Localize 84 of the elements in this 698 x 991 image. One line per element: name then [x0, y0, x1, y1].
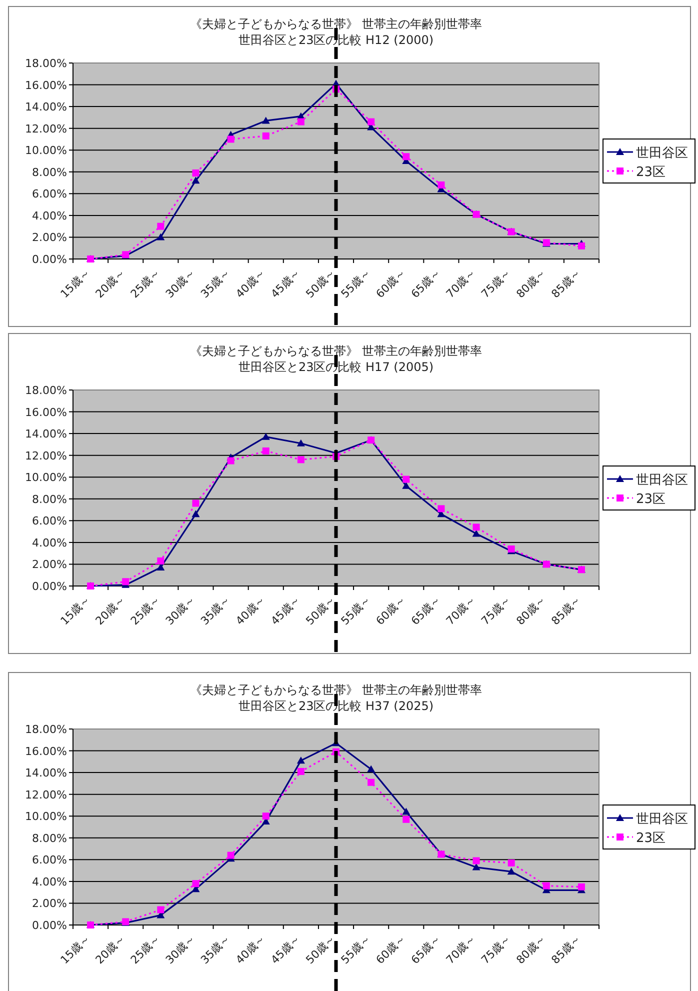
y-tick-label: 10.00% [25, 144, 67, 158]
y-tick-label: 12.00% [25, 122, 67, 136]
x-tick-label: 40歳～ [233, 932, 268, 967]
x-tick-label: 70歳～ [444, 592, 478, 628]
x-tick-label: 40歳～ [233, 592, 268, 628]
x-tick-label: 35歳～ [198, 592, 233, 628]
y-tick-label: 12.00% [25, 788, 67, 802]
x-tick-label: 85歳～ [548, 266, 584, 301]
x-tick-label: 30歳～ [163, 266, 198, 301]
y-tick-label: 2.00% [32, 558, 67, 572]
y-tick-label: 18.00% [25, 384, 67, 397]
chart-title: 《夫婦と子どもからなる世帯》 世帯主の年齢別世帯率 [190, 344, 482, 358]
x-tick-label: 85歳～ [548, 592, 584, 628]
y-tick-label: 0.00% [32, 580, 67, 593]
y-tick-label: 0.00% [32, 253, 67, 266]
x-tick-label: 15歳～ [58, 592, 93, 628]
y-tick-label: 14.00% [25, 100, 67, 114]
x-tick-label: 35歳～ [198, 932, 233, 967]
x-tick-label: 85歳～ [548, 932, 584, 967]
x-tick-label: 25歳～ [128, 592, 163, 628]
legend-label: 23区 [636, 165, 666, 180]
x-tick-label: 75歳～ [478, 266, 514, 301]
y-tick-label: 16.00% [25, 78, 67, 92]
y-tick-label: 10.00% [25, 810, 67, 824]
x-tick-label: 20歳～ [93, 266, 128, 301]
y-tick-label: 10.00% [25, 471, 67, 484]
y-tick-label: 16.00% [25, 744, 67, 758]
x-tick-label: 65歳～ [408, 592, 444, 628]
x-tick-label: 45歳～ [268, 266, 304, 301]
y-tick-label: 8.00% [32, 492, 67, 506]
y-tick-label: 14.00% [25, 766, 67, 780]
legend-label: 23区 [636, 831, 666, 846]
y-tick-label: 6.00% [32, 514, 67, 528]
y-tick-label: 18.00% [25, 723, 67, 736]
x-tick-label: 20歳～ [93, 592, 128, 628]
x-tick-label: 60歳～ [374, 266, 408, 301]
legend-label: 世田谷区 [636, 473, 688, 488]
y-tick-label: 2.00% [32, 231, 67, 244]
x-tick-label: 70歳～ [444, 932, 478, 967]
y-tick-label: 8.00% [32, 166, 67, 179]
x-tick-label: 25歳～ [128, 266, 163, 301]
y-tick-label: 6.00% [32, 854, 67, 867]
y-tick-label: 4.00% [32, 875, 67, 888]
chart-title: 《夫婦と子どもからなる世帯》 世帯主の年齢別世帯率 [190, 683, 482, 697]
x-tick-label: 35歳～ [198, 266, 233, 301]
legend-label: 世田谷区 [636, 146, 688, 161]
y-tick-label: 6.00% [32, 188, 67, 201]
x-tick-label: 50歳～ [303, 266, 338, 301]
x-tick-label: 55歳～ [338, 592, 374, 628]
x-tick-label: 60歳～ [374, 592, 408, 628]
x-tick-label: 45歳～ [268, 592, 304, 628]
y-tick-label: 4.00% [32, 209, 67, 222]
x-tick-label: 65歳～ [408, 266, 444, 301]
y-tick-label: 4.00% [32, 536, 67, 550]
x-tick-label: 25歳～ [128, 932, 163, 967]
x-tick-label: 80歳～ [514, 932, 549, 967]
x-tick-label: 20歳～ [93, 932, 128, 967]
y-tick-label: 2.00% [32, 897, 67, 910]
x-tick-label: 55歳～ [338, 932, 374, 967]
x-tick-label: 15歳～ [58, 266, 93, 301]
chart-title: 《夫婦と子どもからなる世帯》 世帯主の年齢別世帯率 [190, 17, 482, 31]
x-tick-label: 30歳～ [163, 592, 198, 628]
y-tick-label: 14.00% [25, 428, 67, 441]
x-tick-label: 75歳～ [478, 932, 514, 967]
x-tick-label: 15歳～ [58, 932, 93, 967]
x-tick-label: 50歳～ [303, 932, 338, 967]
x-tick-label: 40歳～ [233, 266, 268, 301]
x-tick-label: 80歳～ [514, 592, 549, 628]
legend-label: 世田谷区 [636, 812, 688, 827]
x-tick-label: 65歳～ [408, 932, 444, 967]
y-tick-label: 0.00% [32, 919, 67, 932]
legend-label: 23区 [636, 492, 666, 507]
x-tick-label: 55歳～ [338, 266, 374, 301]
x-tick-label: 45歳～ [268, 932, 304, 967]
x-tick-label: 60歳～ [374, 932, 408, 967]
y-tick-label: 12.00% [25, 449, 67, 462]
y-tick-label: 18.00% [25, 57, 67, 70]
x-tick-label: 80歳～ [514, 266, 549, 301]
x-tick-label: 50歳～ [303, 592, 338, 628]
x-tick-label: 30歳～ [163, 932, 198, 967]
x-tick-label: 75歳～ [478, 592, 514, 628]
y-tick-label: 8.00% [32, 832, 67, 845]
x-tick-label: 70歳～ [444, 266, 478, 301]
y-tick-label: 16.00% [25, 406, 67, 419]
